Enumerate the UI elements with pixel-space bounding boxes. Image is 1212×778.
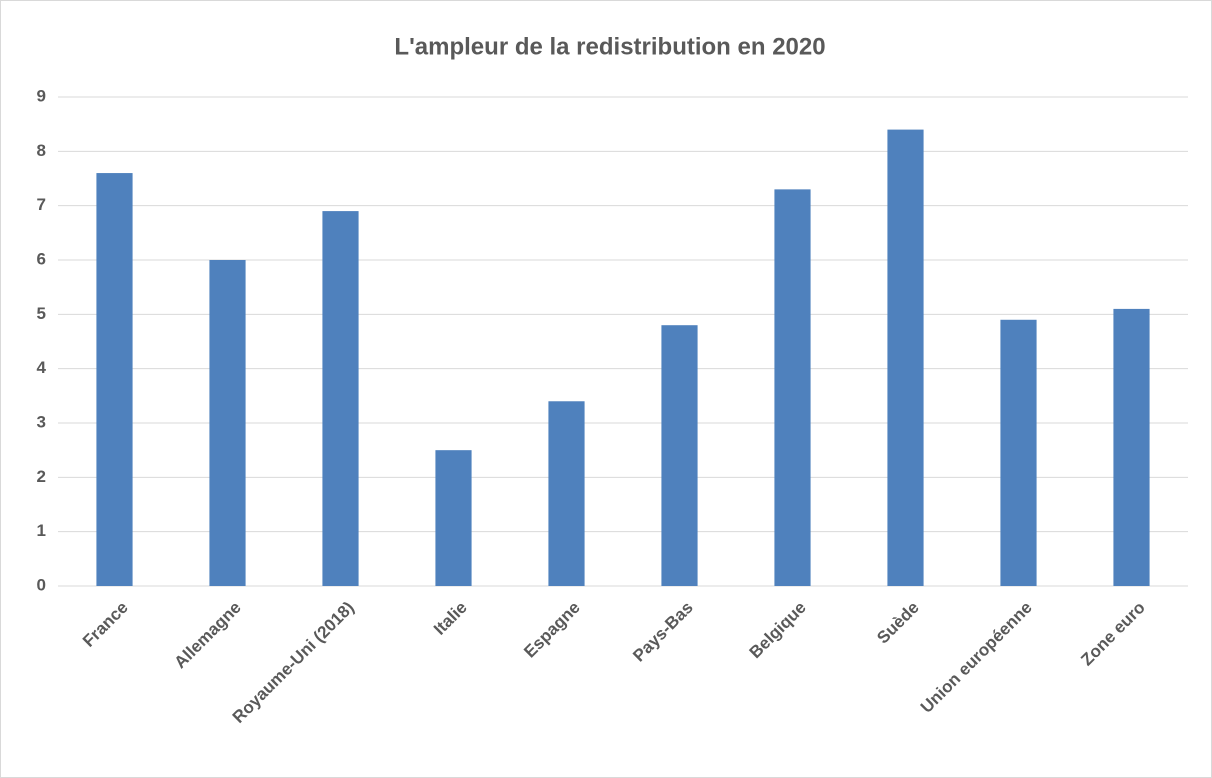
y-tick-label: 4 — [37, 358, 47, 377]
bar — [1000, 319, 1037, 586]
y-tick-label: 8 — [37, 141, 46, 160]
bar — [322, 211, 359, 586]
y-tick-label: 2 — [37, 467, 46, 486]
bar — [661, 325, 698, 586]
y-tick-label: 7 — [37, 195, 46, 214]
chart-title: L'ampleur de la redistribution en 2020 — [394, 33, 825, 60]
bar — [1113, 308, 1150, 586]
bar — [435, 450, 472, 586]
y-tick-label: 5 — [37, 304, 46, 323]
y-tick-label: 3 — [37, 412, 46, 431]
y-tick-label: 1 — [37, 521, 46, 540]
y-tick-label: 6 — [37, 249, 46, 268]
bar — [209, 260, 246, 586]
bar — [548, 401, 585, 586]
y-tick-label: 9 — [37, 86, 46, 105]
bar — [774, 189, 811, 586]
y-tick-label: 0 — [37, 575, 46, 594]
bar — [96, 173, 133, 587]
bar — [887, 129, 924, 586]
